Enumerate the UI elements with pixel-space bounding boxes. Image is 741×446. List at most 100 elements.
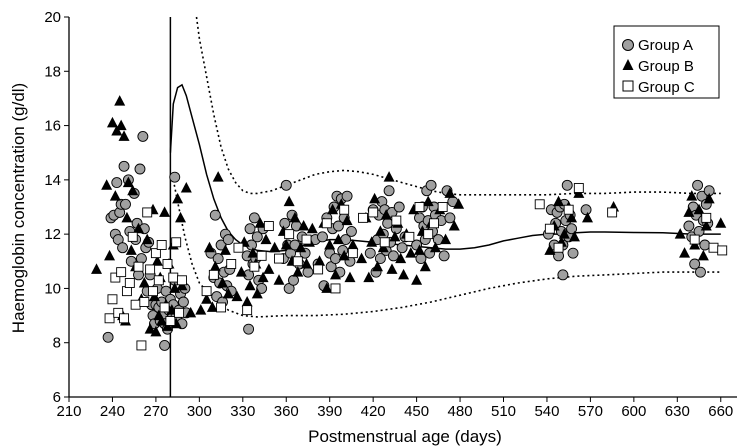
point-group-a [438, 250, 450, 262]
point-group-b [383, 171, 395, 182]
point-group-b [151, 255, 163, 266]
fitted-bound-curve [172, 179, 721, 318]
point-group-a [341, 190, 353, 202]
legend: Group A Group B Group C [613, 25, 720, 99]
legend-label-group-a: Group A [638, 37, 693, 54]
point-group-c [534, 199, 545, 210]
point-group-b [122, 176, 134, 188]
point-group-b [332, 233, 344, 245]
x-tick-label: 300 [187, 403, 212, 420]
point-group-b [280, 239, 292, 250]
point-group-b [582, 211, 594, 223]
data-points [91, 95, 728, 351]
point-group-c [127, 231, 138, 242]
point-group-a [279, 217, 291, 229]
point-group-b [106, 116, 118, 128]
point-group-b [254, 217, 266, 228]
point-group-b [398, 268, 410, 280]
point-group-b [301, 258, 313, 269]
point-group-a [169, 171, 181, 183]
x-tick-label: 540 [534, 403, 559, 420]
point-group-c [437, 202, 448, 212]
legend-box [613, 25, 720, 99]
point-group-b [283, 195, 295, 207]
point-group-b [386, 263, 398, 274]
point-group-a [557, 269, 569, 281]
point-group-b [156, 315, 168, 326]
y-tick-label: 6 [53, 389, 61, 406]
point-group-b [380, 209, 392, 220]
point-group-c [156, 240, 167, 250]
point-group-c [292, 256, 303, 267]
point-group-a [383, 185, 395, 197]
point-group-b [306, 222, 318, 234]
point-group-b [203, 241, 215, 253]
point-group-b [263, 263, 275, 274]
point-group-a [689, 258, 701, 270]
point-group-b [440, 233, 452, 245]
point-group-b [257, 271, 269, 283]
point-group-b [686, 190, 698, 201]
point-group-b [679, 247, 691, 258]
y-tick-label: 18 [44, 63, 61, 80]
point-group-b [295, 241, 307, 253]
point-group-b [201, 293, 213, 304]
point-group-a [364, 247, 376, 259]
legend-marker-square [622, 80, 634, 92]
x-tick-label: 450 [404, 403, 429, 420]
x-tick-label: 510 [491, 403, 516, 420]
y-tick-label: 16 [44, 118, 61, 135]
point-group-a [345, 225, 357, 237]
point-group-b [419, 260, 431, 272]
point-group-a [177, 296, 189, 308]
point-group-b [185, 306, 197, 318]
point-group-a [699, 239, 711, 251]
point-group-b [118, 130, 130, 141]
point-group-c [150, 248, 161, 259]
point-group-b [697, 249, 709, 261]
legend-item-group-c: Group C [622, 79, 695, 96]
point-group-c [249, 261, 260, 272]
x-tick-label: 360 [274, 403, 299, 420]
point-group-a [243, 323, 255, 335]
point-group-b [101, 179, 113, 190]
point-group-c [121, 286, 132, 297]
axes [68, 17, 737, 398]
point-group-c [145, 264, 156, 275]
x-tick-label: 210 [56, 403, 81, 420]
x-tick-label: 420 [361, 403, 386, 420]
point-group-c [136, 340, 147, 351]
point-group-b [269, 241, 281, 253]
point-group-b [251, 287, 263, 299]
point-group-a [251, 231, 263, 243]
point-group-b [553, 195, 565, 207]
point-group-b [138, 277, 150, 288]
point-group-b [133, 222, 145, 234]
point-group-c [159, 302, 170, 313]
point-group-b [371, 260, 383, 272]
point-group-a [567, 247, 579, 259]
point-group-a [280, 179, 292, 191]
point-group-b [169, 282, 181, 293]
point-group-b [693, 203, 705, 215]
point-group-c [256, 250, 267, 261]
point-group-b [558, 228, 570, 239]
y-tick-label: 20 [44, 9, 61, 26]
point-group-c [313, 264, 324, 275]
point-group-a [222, 234, 234, 246]
point-group-b [356, 252, 368, 264]
point-group-a [102, 331, 114, 343]
x-tick-label: 270 [143, 403, 168, 420]
point-group-c [148, 286, 158, 297]
point-group-c [347, 248, 358, 259]
point-group-b [414, 244, 426, 255]
y-tick-label: 14 [44, 172, 61, 189]
point-group-a [209, 209, 221, 221]
point-group-a [415, 253, 427, 265]
point-group-b [109, 190, 121, 201]
point-group-a [134, 163, 146, 175]
point-group-b [363, 271, 375, 283]
point-group-b [209, 260, 221, 272]
x-tick-label: 600 [621, 403, 646, 420]
